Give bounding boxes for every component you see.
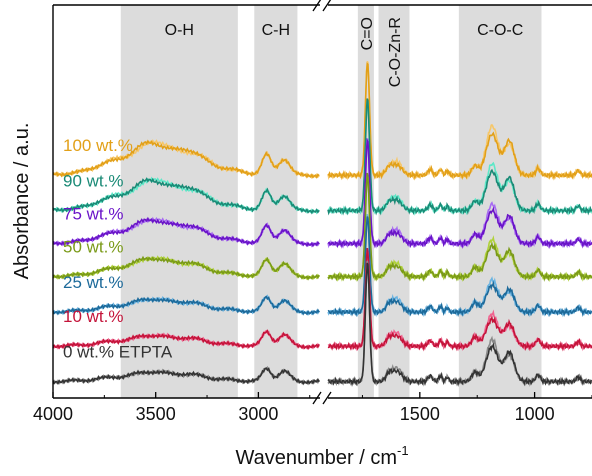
series-0-line-right-0	[327, 62, 592, 181]
series-3-line-right-0	[327, 172, 592, 282]
series-0	[52, 60, 592, 181]
series-label-3: 50 wt.%	[63, 238, 123, 257]
series-labels: 100 wt.% 90 wt.% 75 wt.% 50 wt.% 25 wt.% 10 w…	[63, 136, 173, 361]
series-2	[52, 138, 592, 250]
series-0-line-left-0	[52, 139, 320, 179]
series-label-6: 0 wt.% ETPTA	[63, 343, 173, 362]
series-3	[52, 172, 592, 283]
y-axis-label: Absorbance / a.u.	[11, 123, 33, 280]
series-5	[52, 247, 592, 352]
spectra-lines	[52, 60, 592, 387]
band-label-1: C-H	[262, 22, 290, 39]
series-4-line-left-0	[52, 295, 320, 316]
series-6-line-left-0	[52, 367, 320, 386]
band-label-4: C-O-C	[477, 22, 523, 39]
series-2-line-left-0	[52, 216, 320, 248]
x-tick-label-0: 4000	[33, 404, 73, 424]
series-6-line-right-0	[327, 262, 592, 387]
series-1-line-right-0	[327, 98, 592, 216]
series-2-line-right-0	[327, 138, 592, 250]
x-axis-label: Wavenumber / cm-1	[235, 443, 408, 469]
axis-break-mark-top	[312, 0, 332, 12]
band-label-3: C-O-Zn-R	[387, 17, 404, 87]
axis-break-mark-bottom	[312, 391, 332, 405]
x-axis-label-main: Wavenumber / cm	[235, 447, 397, 469]
band-label-2: C=O	[359, 17, 376, 50]
x-ticks: 4000 3500 3000 1500 1000	[33, 392, 592, 424]
x-tick-label-2: 3000	[238, 404, 278, 424]
series-1	[52, 98, 592, 217]
series-3-line-left-0	[52, 255, 320, 281]
x-axis-label-sup: -1	[397, 443, 409, 458]
series-label-1: 90 wt.%	[63, 172, 123, 191]
series-1-line-left-0	[52, 177, 320, 215]
series-label-0: 100 wt.%	[63, 136, 133, 155]
series-4-line-right-0	[327, 216, 592, 318]
series-6	[52, 260, 592, 387]
series-label-5: 10 wt.%	[63, 307, 123, 326]
x-tick-label-4: 1000	[515, 404, 555, 424]
series-5-line-left-0	[52, 329, 320, 351]
series-label-4: 25 wt.%	[63, 273, 123, 292]
series-4	[52, 214, 592, 318]
series-5-line-right-0	[327, 247, 592, 352]
x-tick-label-1: 3500	[136, 404, 176, 424]
plot-frame	[52, 0, 592, 405]
series-label-2: 75 wt.%	[63, 205, 123, 224]
band-label-0: O-H	[165, 22, 194, 39]
x-tick-label-3: 1500	[400, 404, 440, 424]
